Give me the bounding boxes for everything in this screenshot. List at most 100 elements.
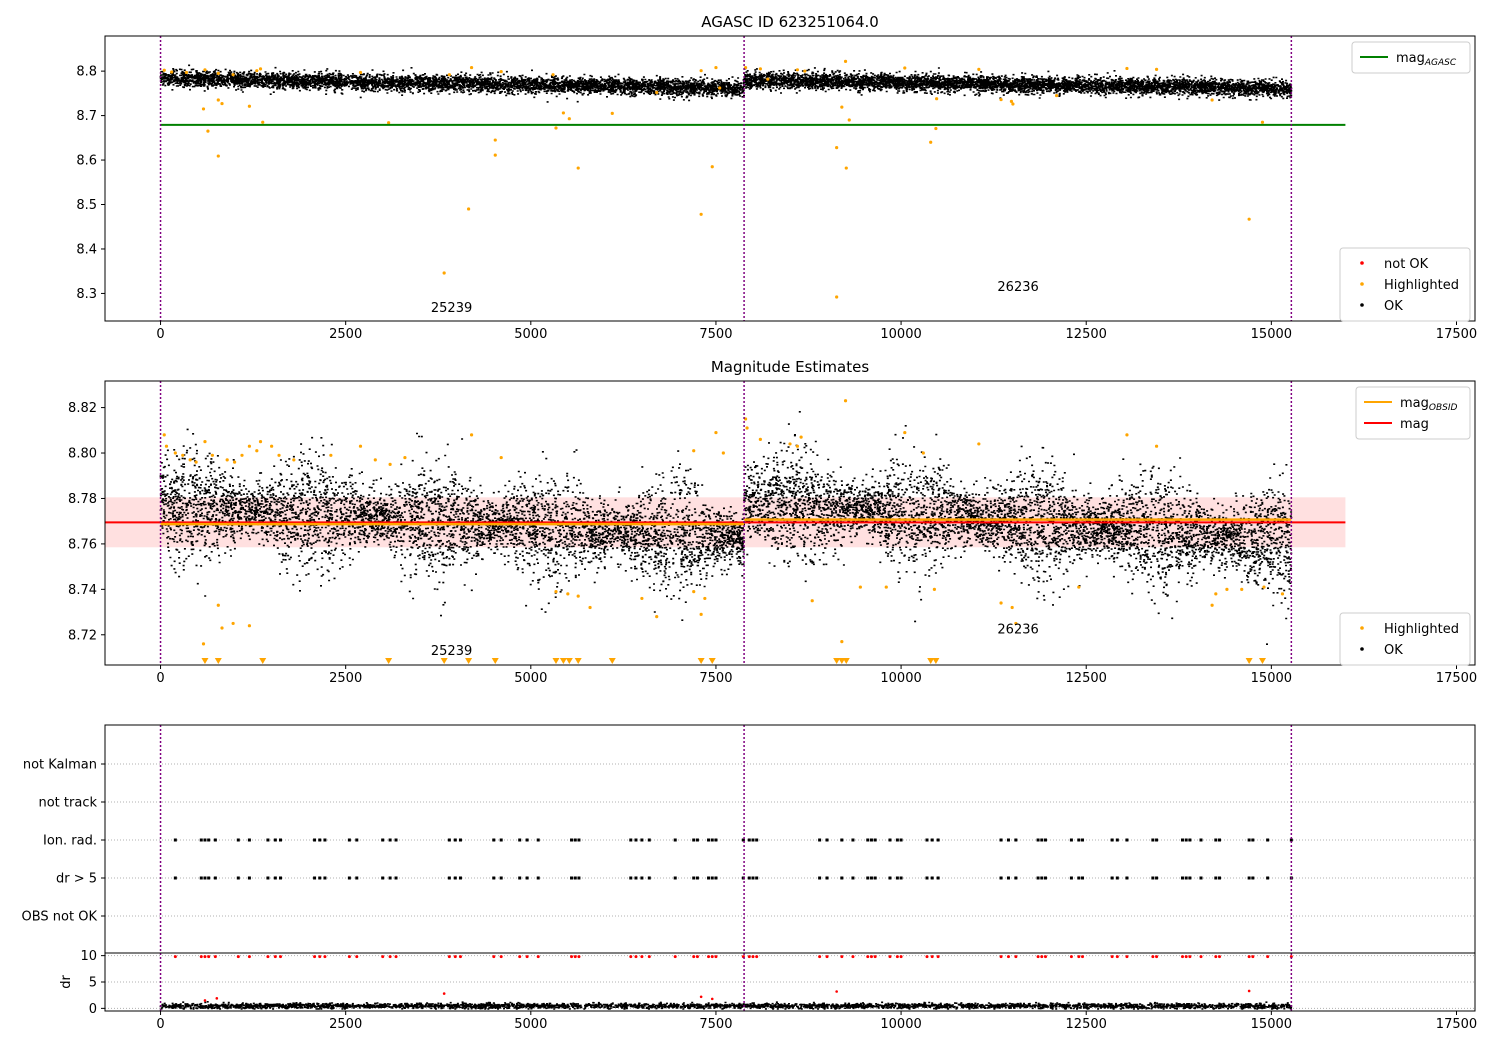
highlighted-point: [1009, 99, 1014, 103]
dr-clipped-point: [1214, 955, 1218, 959]
flag-point: [925, 876, 929, 880]
dr-clipped-point: [869, 955, 873, 959]
highlighted-point: [934, 126, 938, 131]
ok-points-cloud: [159, 64, 1293, 103]
flag-point: [1125, 876, 1129, 880]
flag-point: [355, 838, 359, 842]
highlighted-point: [247, 104, 252, 108]
flag-point: [692, 838, 696, 842]
clipped-marker: [838, 658, 846, 664]
clipped-marker: [842, 658, 850, 664]
flag-point: [710, 876, 714, 880]
flag-point: [323, 876, 327, 880]
dr-clipped-point: [1014, 955, 1018, 959]
flag-point: [888, 838, 892, 842]
highlighted-point: [1011, 102, 1015, 106]
clipped-marker: [552, 658, 560, 664]
dr-clipped-point: [518, 955, 522, 959]
dr-clipped-point: [1151, 955, 1155, 959]
flag-point: [577, 838, 581, 842]
highlighted-point: [921, 451, 925, 455]
flag-point: [1014, 876, 1018, 880]
dr-clipped-point: [447, 955, 451, 959]
clipped-marker: [214, 658, 222, 664]
x-tick-label: 2500: [329, 1017, 362, 1032]
y-tick-label: 8.76: [68, 537, 97, 552]
highlighted-point: [164, 444, 169, 448]
flag-point: [247, 838, 251, 842]
highlighted-point: [201, 642, 206, 646]
legend-label-subscript: OBSID: [1429, 403, 1458, 413]
dr-clipped-point: [207, 955, 211, 959]
flag-point: [213, 876, 217, 880]
highlighted-point: [788, 442, 792, 446]
x-tick-label: 0: [156, 1017, 164, 1032]
dr-clipped-point: [888, 955, 892, 959]
highlighted-point: [387, 121, 391, 125]
legend-label-text: mag: [1400, 417, 1429, 432]
y-tick-label: 8.8: [76, 65, 97, 80]
highlighted-point: [247, 624, 252, 628]
highlighted-point: [292, 458, 296, 462]
highlighted-point: [903, 66, 907, 70]
x-tick-label: 15000: [1251, 671, 1292, 686]
flag-point: [825, 838, 829, 842]
dr-clipped-point: [710, 955, 714, 959]
flag-point: [1081, 838, 1085, 842]
dr-clipped-point: [279, 955, 283, 959]
highlighted-point: [231, 73, 235, 77]
x-tick-label: 7500: [699, 1017, 732, 1032]
flag-point: [273, 876, 277, 880]
dr-clipped-point: [173, 955, 177, 959]
legend-label-text: Highlighted: [1384, 278, 1459, 293]
highlighted-point: [220, 101, 224, 106]
flag-point: [640, 838, 644, 842]
flag-point: [313, 838, 317, 842]
highlighted-point: [803, 69, 807, 73]
x-tick-label: 7500: [699, 327, 732, 342]
highlighted-point: [216, 98, 220, 102]
flag-point: [577, 876, 581, 880]
flag-point: [888, 876, 892, 880]
y-tick-label: 8.72: [68, 628, 97, 643]
highlighted-point: [220, 626, 224, 630]
flag-point: [1247, 876, 1251, 880]
dr-clipped-point: [1006, 955, 1010, 959]
dr-clipped-point: [394, 955, 398, 959]
highlighted-point: [499, 69, 503, 74]
flag-point: [499, 876, 503, 880]
flag-point: [458, 838, 462, 842]
flag-point: [647, 838, 651, 842]
highlighted-point: [699, 612, 703, 616]
flag-point: [673, 838, 677, 842]
flag-point: [453, 838, 457, 842]
dr-clipped-point: [930, 955, 934, 959]
dr-clipped-point: [1069, 955, 1073, 959]
highlighted-point: [1210, 603, 1214, 607]
flag-point: [394, 876, 398, 880]
clipped-marker: [708, 658, 716, 664]
flag-point: [347, 838, 351, 842]
x-tick-label: 10000: [880, 327, 921, 342]
flag-point: [930, 876, 934, 880]
x-tick-label: 5000: [514, 1017, 547, 1032]
dr-clipped-point: [1199, 955, 1203, 959]
dr-clipped-point: [1036, 955, 1040, 959]
flag-point: [936, 876, 940, 880]
x-tick-label: 7500: [699, 671, 732, 686]
flag-point: [925, 838, 929, 842]
flag-point: [1110, 876, 1114, 880]
highlighted-point: [655, 90, 659, 95]
highlighted-point: [442, 271, 446, 275]
highlighted-point: [240, 453, 244, 457]
flag-point: [1247, 838, 1251, 842]
flag-point: [1077, 876, 1081, 880]
dr-outlier-point: [1247, 989, 1251, 993]
flag-point: [930, 838, 934, 842]
highlighted-point: [699, 69, 703, 73]
flag-point: [899, 838, 903, 842]
flag-point: [1077, 838, 1081, 842]
highlighted-point: [1225, 587, 1229, 591]
highlighted-point: [358, 444, 363, 448]
dr-clipped-point: [492, 955, 496, 959]
